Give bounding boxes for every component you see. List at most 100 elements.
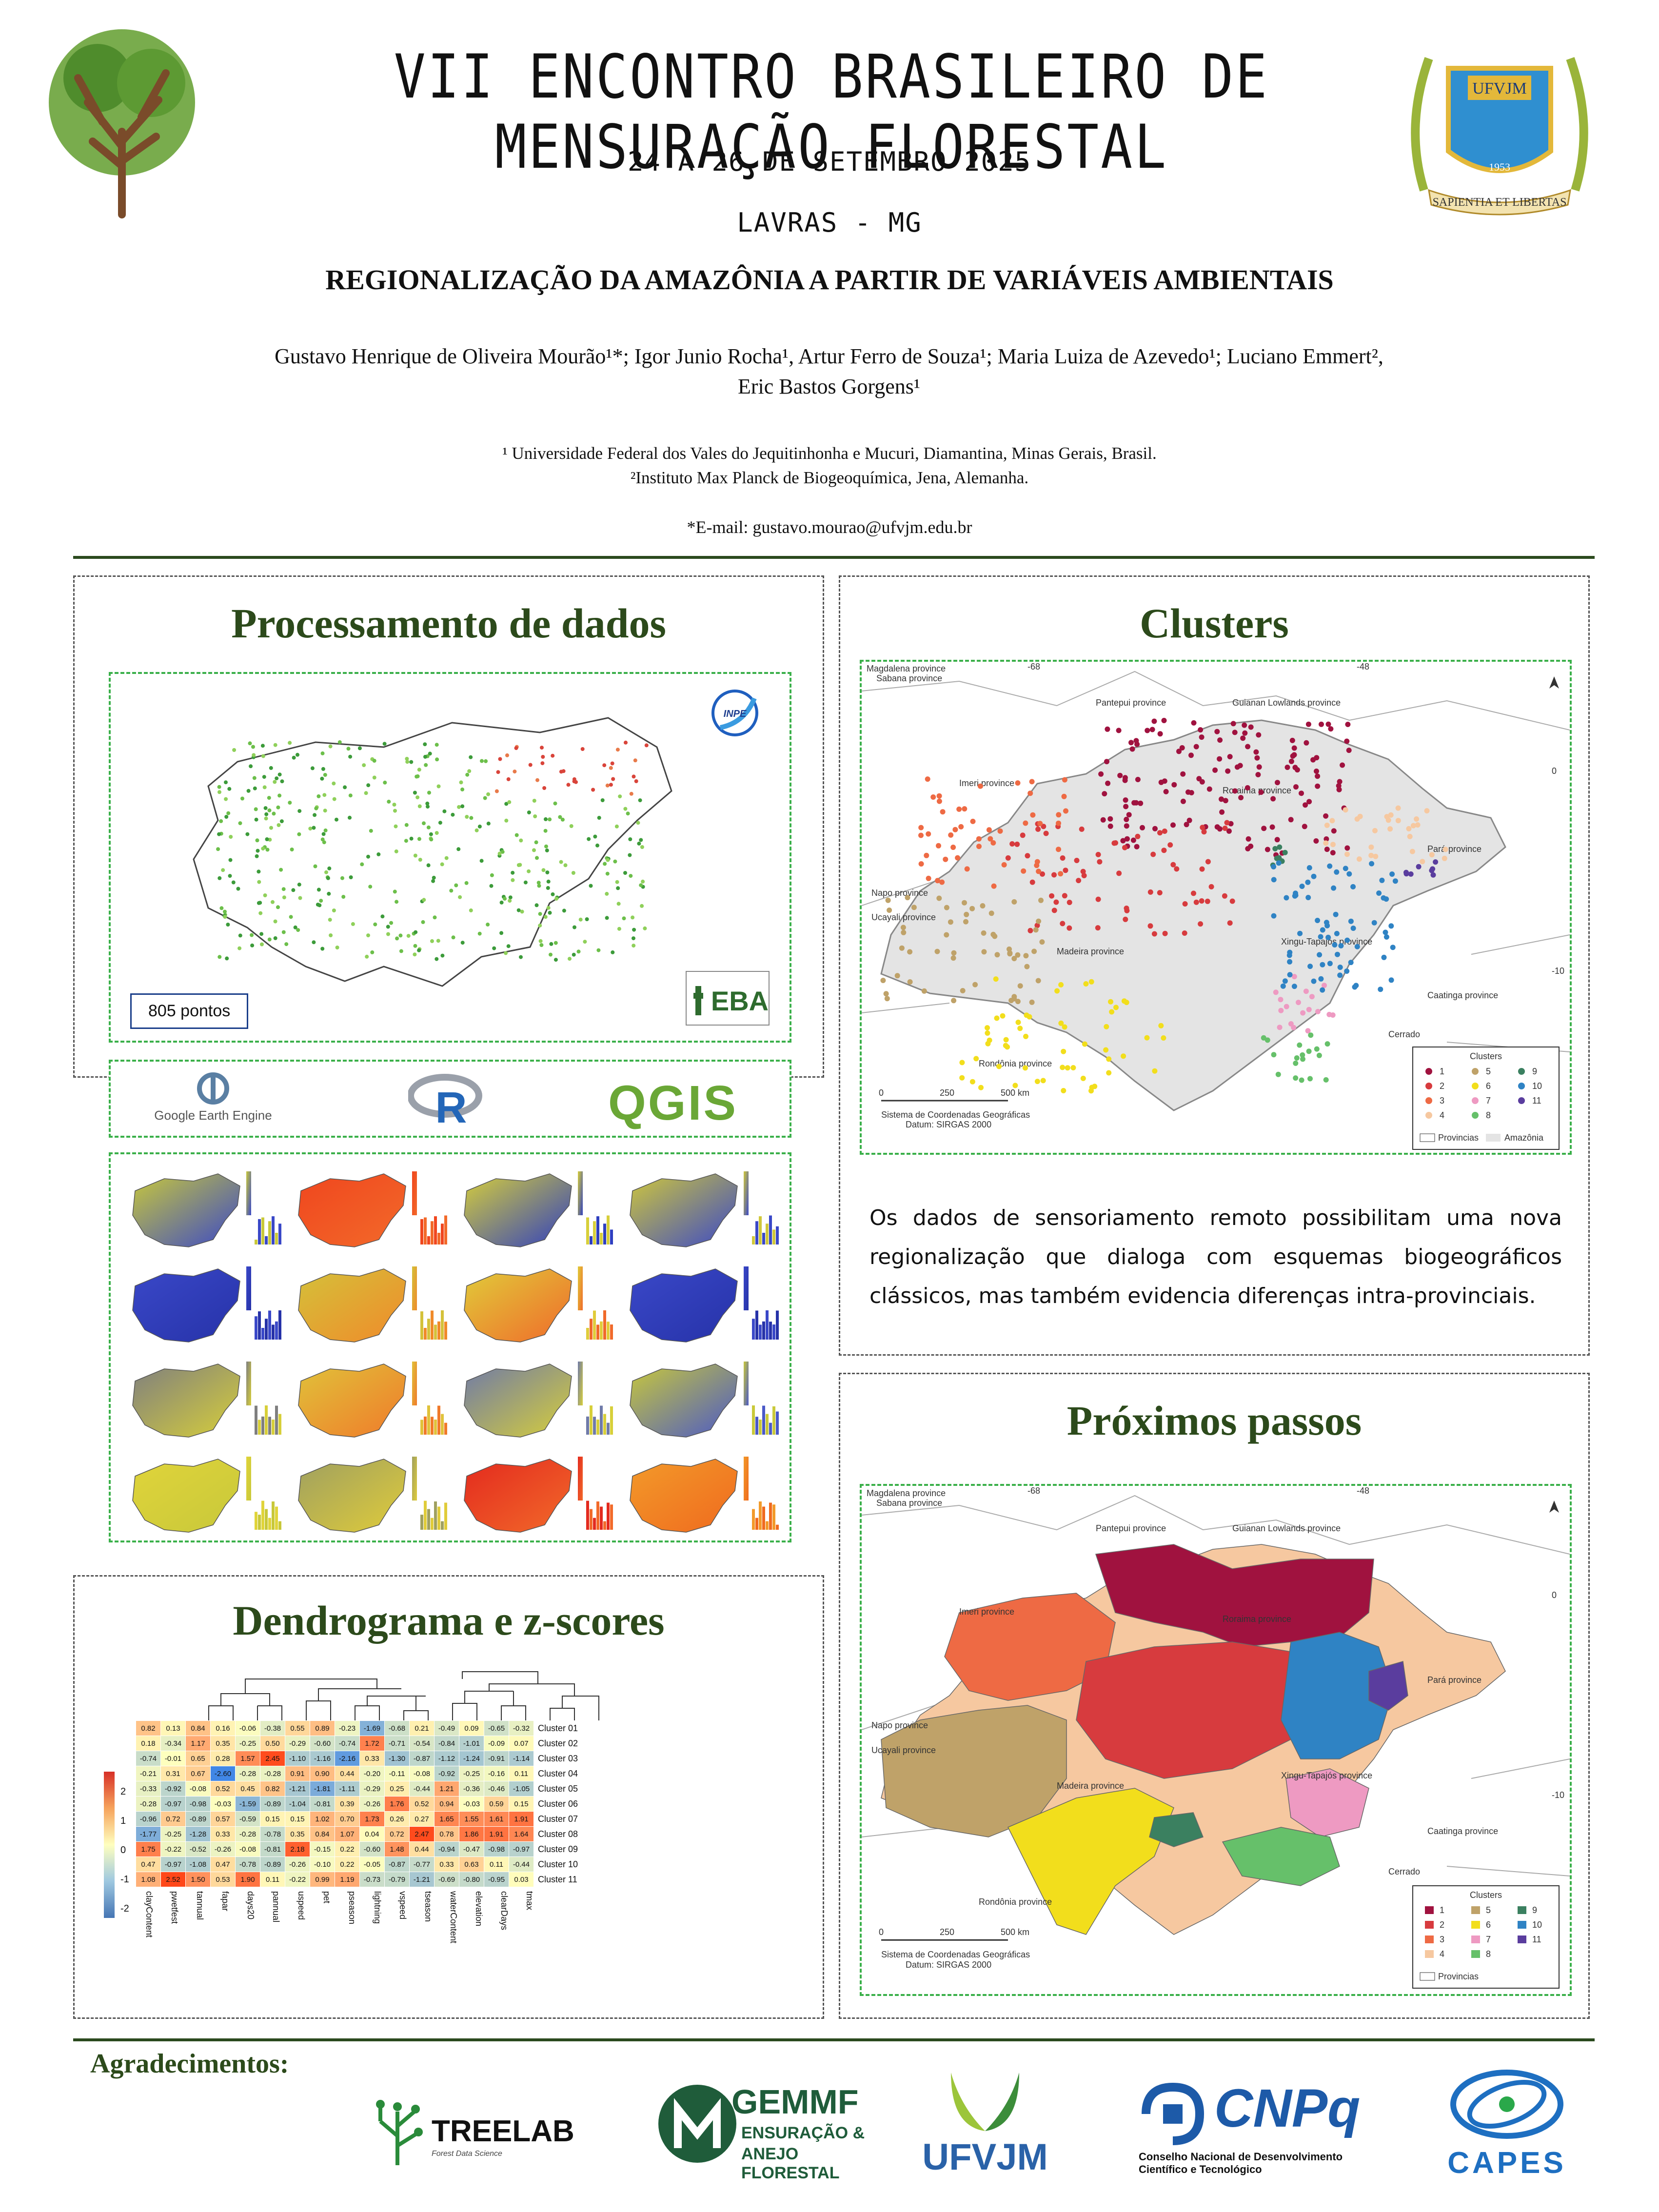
cluster-point xyxy=(1034,1079,1040,1085)
cluster-point xyxy=(905,895,910,901)
sample-point xyxy=(477,824,482,829)
thumbnail-colorbar xyxy=(246,1266,251,1310)
heatmap-cell: -2.16 xyxy=(335,1751,360,1766)
legend-item-label: 3 xyxy=(1440,1935,1444,1944)
sample-point xyxy=(284,942,289,947)
cluster-point xyxy=(1290,753,1296,759)
sample-point xyxy=(623,871,627,875)
cluster-point xyxy=(964,866,970,872)
thumbnail-histogram-bar xyxy=(427,1236,430,1244)
thumbnail-histogram-bar xyxy=(610,1324,613,1340)
sample-point xyxy=(424,763,428,767)
sample-point xyxy=(483,796,487,800)
cluster-point xyxy=(1424,808,1430,814)
sample-point xyxy=(542,786,547,790)
cluster-point xyxy=(1331,885,1337,891)
cluster-point xyxy=(1011,956,1017,962)
thumbnail-colorbar xyxy=(744,1457,749,1501)
contact-email[interactable]: *E-mail: gustavo.mourao@ufvjm.edu.br xyxy=(687,517,972,537)
cluster-point xyxy=(1023,820,1028,826)
heatmap-cell: -0.15 xyxy=(310,1841,335,1857)
thumbnail-histogram-bar xyxy=(272,1216,275,1244)
thumbnail-histogram-bar xyxy=(441,1414,444,1435)
sample-point xyxy=(389,921,394,925)
cluster-point xyxy=(1232,788,1238,794)
legend-item-label: 9 xyxy=(1532,1066,1537,1076)
thumbnail-histogram-bar xyxy=(265,1236,268,1244)
sample-point xyxy=(252,776,257,780)
cluster-point xyxy=(1035,978,1041,984)
heatmap-cell: -0.65 xyxy=(484,1720,509,1736)
legend-item-label: 5 xyxy=(1486,1066,1491,1076)
cluster-point xyxy=(1157,830,1163,836)
heatmap-row: -0.74 -0.01 0.65 0.28 1.57 2.45 -1.10 -1.16 -2.1… xyxy=(136,1751,585,1766)
cluster-point xyxy=(1289,737,1295,743)
sample-point xyxy=(258,901,262,905)
sample-point xyxy=(217,832,221,836)
thumbnail-histogram-bar xyxy=(600,1506,603,1530)
thumbnail-histogram-bar xyxy=(759,1216,762,1244)
sample-point xyxy=(580,747,585,751)
heatmap-cell: -1.77 xyxy=(136,1826,161,1842)
cluster-point xyxy=(1222,893,1227,899)
sample-point xyxy=(587,837,591,841)
sample-point xyxy=(413,790,417,795)
sample-point xyxy=(426,863,431,868)
cluster-point xyxy=(1065,1065,1070,1071)
cluster-point xyxy=(1315,1008,1321,1014)
thumbnail-histogram-bar xyxy=(268,1518,271,1530)
thumbnail-histogram-bar xyxy=(261,1328,264,1340)
cluster-point xyxy=(1333,911,1339,917)
thumbnail-histogram-bar xyxy=(434,1216,437,1244)
heatmap-cell: -2.60 xyxy=(210,1766,236,1781)
sample-point xyxy=(511,870,515,875)
sample-point xyxy=(316,903,320,907)
legend-swatch xyxy=(1425,1083,1432,1089)
thumbnail-histogram-bar xyxy=(769,1215,772,1244)
heatmap-cell: -0.05 xyxy=(359,1856,385,1872)
cluster-point xyxy=(1271,913,1277,919)
inpe-logo: INPE xyxy=(711,690,758,736)
heatmap-cell: 0.90 xyxy=(310,1766,335,1781)
province-label: Sabana province xyxy=(876,1498,942,1508)
thumbnail-histogram-bar xyxy=(590,1509,592,1530)
cluster-point xyxy=(1222,826,1228,831)
legend-item-label: 10 xyxy=(1532,1081,1542,1091)
legend-swatch xyxy=(1471,1936,1480,1943)
sample-point xyxy=(583,940,587,944)
sample-point xyxy=(640,904,644,908)
sample-point xyxy=(436,939,440,943)
cluster-point xyxy=(1322,983,1327,988)
sample-point xyxy=(368,885,373,889)
cluster-point xyxy=(963,919,968,925)
sample-point xyxy=(460,787,465,791)
points-map: INPE EBA xyxy=(193,690,770,1026)
sample-point xyxy=(595,843,599,848)
sample-point xyxy=(273,743,277,747)
heatmap-cell: -1.69 xyxy=(359,1720,385,1736)
amazon-outline xyxy=(193,717,672,987)
affiliation-2: ²Instituto Max Planck de Biogeoquímica, … xyxy=(630,468,1029,487)
sample-point xyxy=(275,776,279,781)
sample-point xyxy=(349,875,353,879)
thumbnail-histogram-bar xyxy=(607,1502,610,1530)
cnpq-sub-1: Conselho Nacional de Desenvolvimento xyxy=(1139,2151,1343,2163)
cluster-point xyxy=(1152,1068,1158,1074)
sample-point xyxy=(497,851,502,856)
province-label: Madeira province xyxy=(1057,947,1124,956)
heatmap-cell: 0.15 xyxy=(509,1796,534,1812)
thumbnail-map-shape xyxy=(298,1363,406,1438)
cluster-point xyxy=(1095,851,1101,857)
cluster-point xyxy=(1095,896,1101,902)
map-grid-label: -10 xyxy=(1552,1790,1564,1800)
heatmap-cell: 0.94 xyxy=(434,1796,459,1812)
variable-thumbnail-map xyxy=(464,1362,613,1438)
sample-point xyxy=(405,757,409,761)
sample-point xyxy=(605,783,610,788)
sample-point xyxy=(534,840,538,845)
event-place: LAVRAS - MG xyxy=(737,207,922,238)
cluster-point xyxy=(1074,858,1080,863)
cluster-point xyxy=(1038,897,1044,903)
cluster-point xyxy=(950,845,956,850)
thumbnail-histogram-bar xyxy=(596,1501,599,1530)
